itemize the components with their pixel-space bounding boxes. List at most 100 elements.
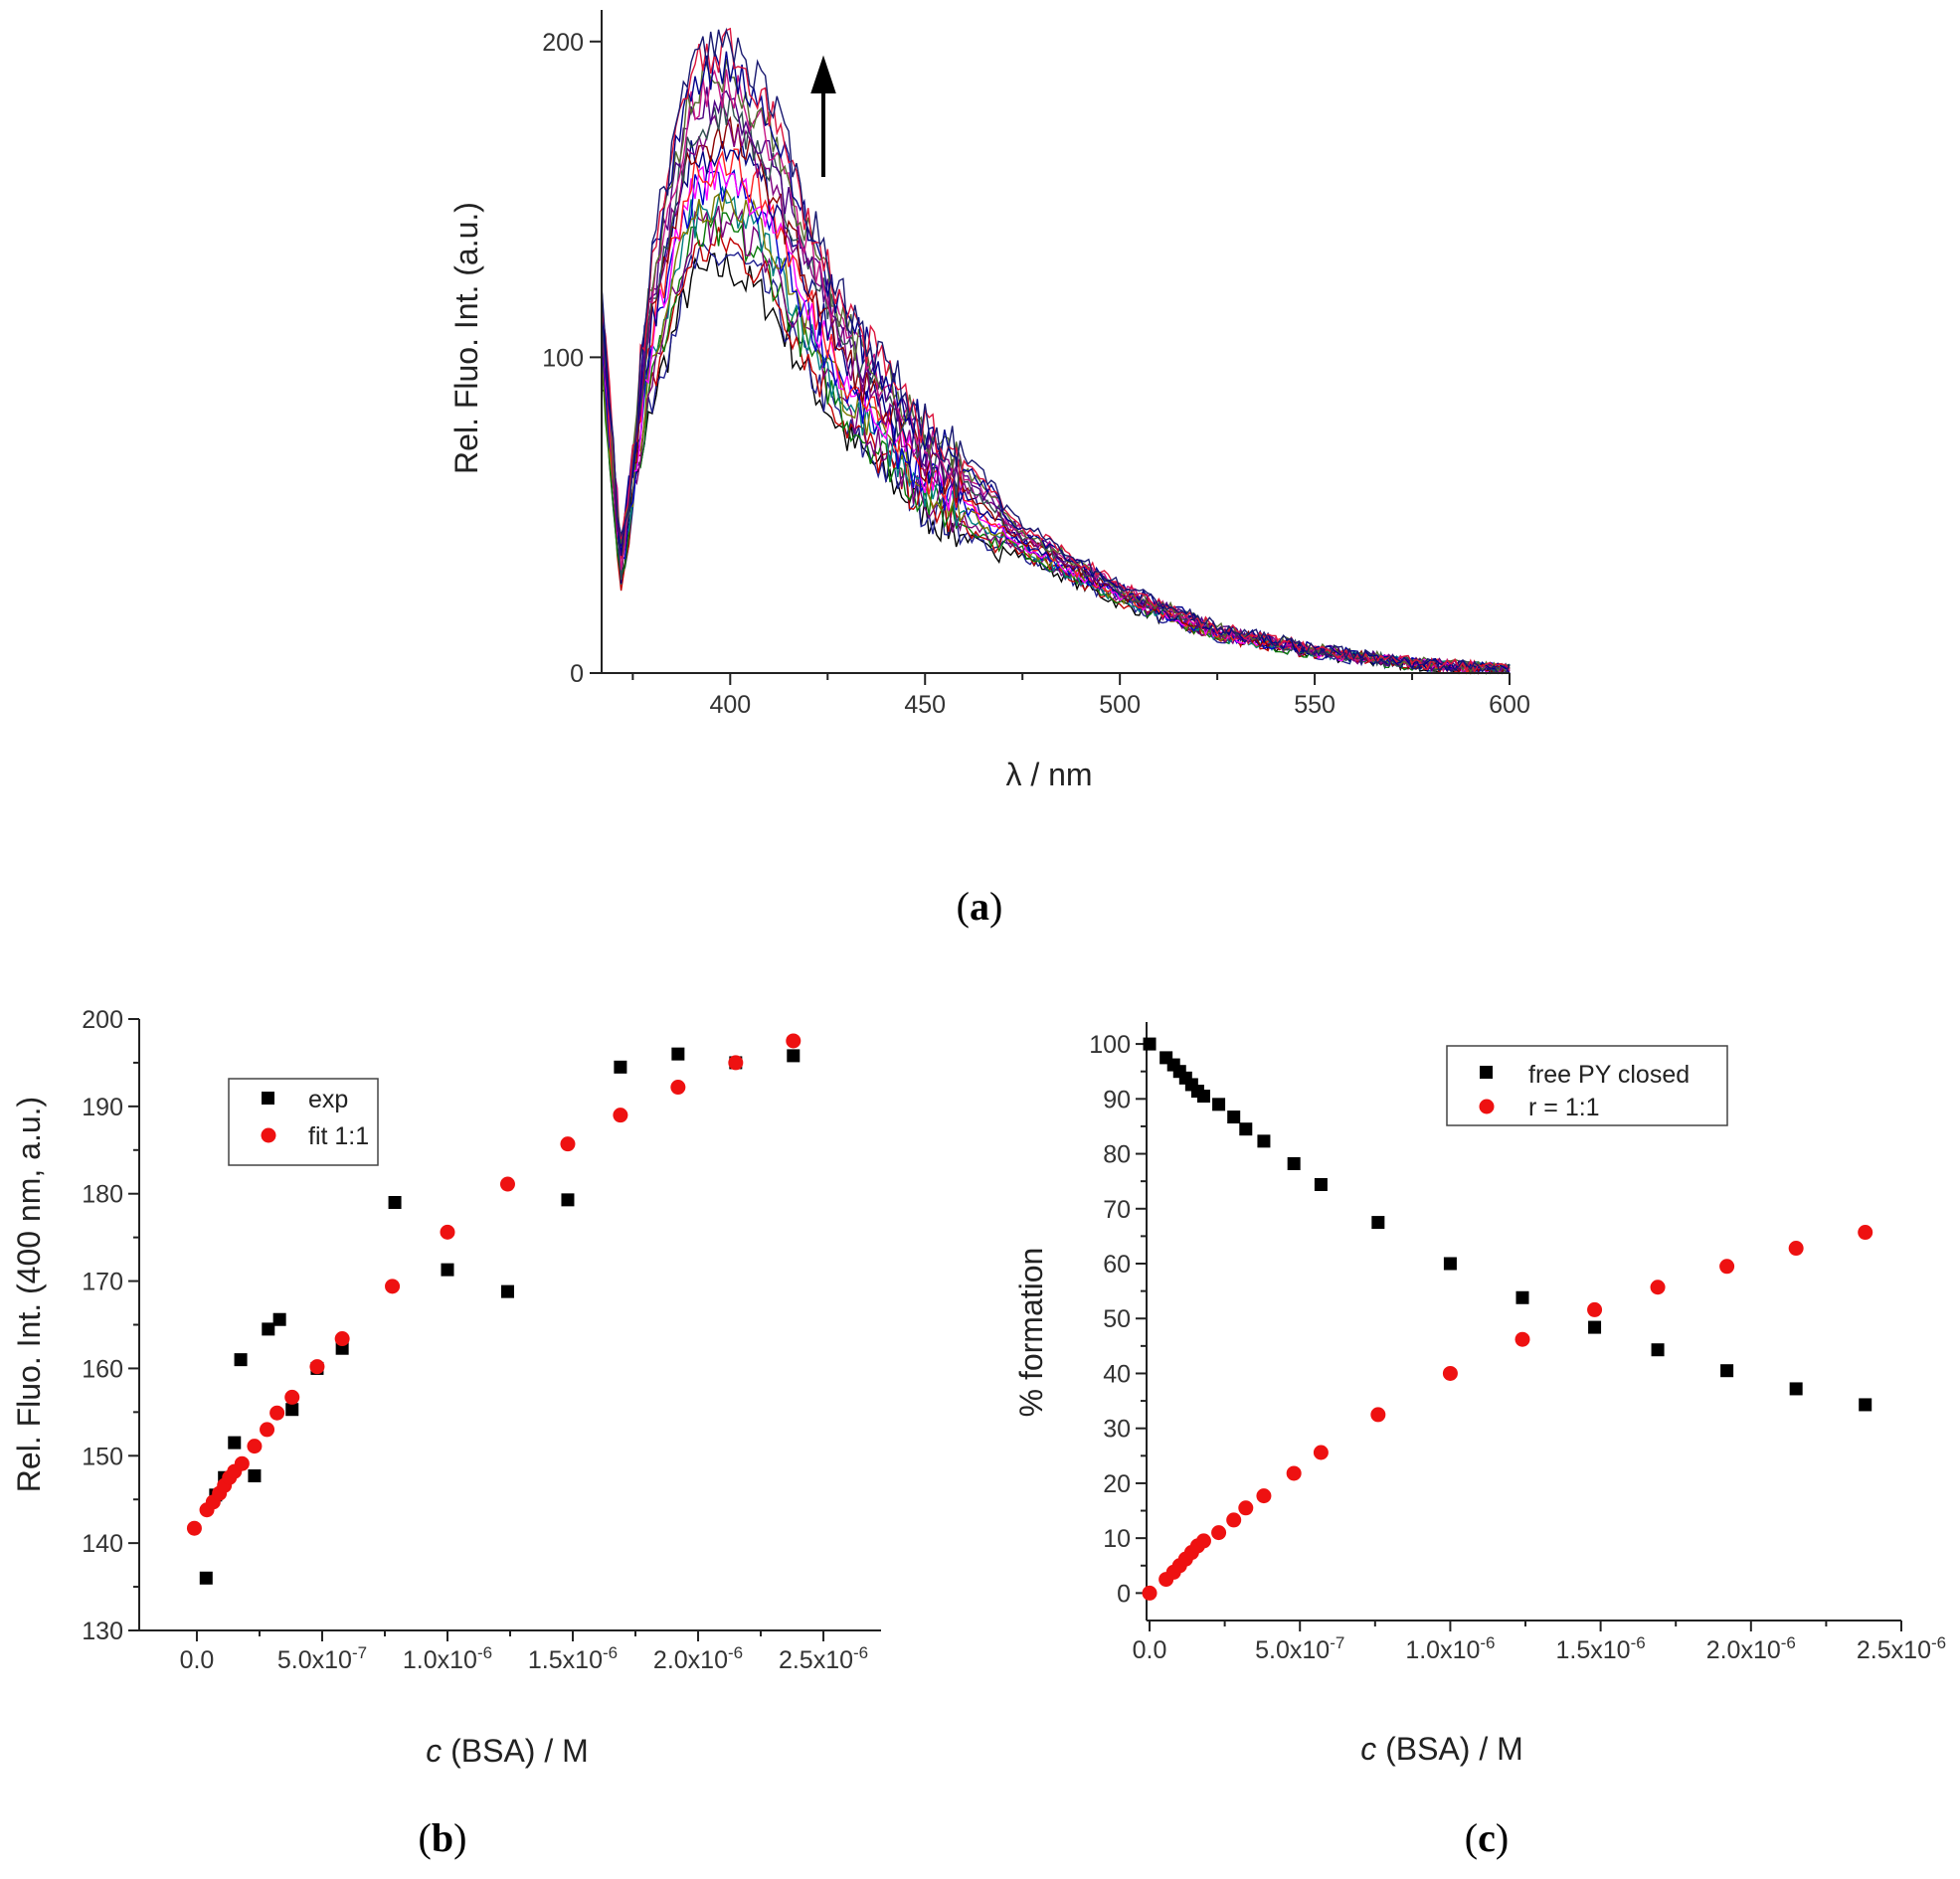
data-point-circle (1587, 1301, 1603, 1317)
data-point-circle (385, 1279, 401, 1294)
data-point-square (1588, 1320, 1602, 1334)
increase-arrow-icon (810, 55, 836, 177)
data-point-circle (670, 1080, 686, 1096)
x-tick-label: 1.0x10-6 (403, 1643, 492, 1674)
panel-a-label: (a) (957, 884, 1003, 929)
spectrum-line (601, 27, 1511, 674)
data-point-circle (260, 1422, 275, 1438)
data-point-circle (1142, 1585, 1158, 1601)
data-point-square (388, 1196, 402, 1209)
data-point-circle (728, 1055, 744, 1071)
y-tick-label: 140 (82, 1530, 123, 1558)
panel-c-label: (c) (1465, 1815, 1509, 1860)
spectrum-line (601, 102, 1511, 674)
data-point-circle (1286, 1465, 1302, 1481)
spectrum-line (601, 86, 1511, 675)
y-tick-label: 90 (1103, 1086, 1131, 1113)
data-point-square (1239, 1122, 1253, 1136)
panel-c-ylabel: % formation (1013, 1248, 1049, 1418)
y-tick-label: 160 (82, 1355, 123, 1383)
x-tick-label: 500 (1099, 691, 1141, 719)
panel-a-ylabel: Rel. Fluo. Int. (a.u.) (448, 202, 484, 474)
x-tick-label: 2.5x10-6 (779, 1643, 868, 1674)
panel-c-xlabel: c (BSA) / M (1360, 1731, 1523, 1767)
data-point-square (272, 1312, 286, 1326)
data-point-circle (1370, 1407, 1386, 1423)
data-point-circle (1788, 1241, 1804, 1257)
spectrum-line (601, 227, 1511, 675)
x-tick-label: 1.0x10-6 (1405, 1633, 1495, 1664)
data-point-square (787, 1049, 801, 1063)
x-tick-label: 0.0 (1133, 1636, 1167, 1664)
y-tick-label: 200 (82, 1006, 123, 1034)
data-point-square (234, 1353, 248, 1367)
data-point-circle (186, 1520, 202, 1536)
data-point-circle (499, 1176, 515, 1192)
panel-b-legend: exp fit 1:1 (228, 1078, 379, 1166)
data-point-square (1314, 1177, 1328, 1191)
y-tick-label: 200 (542, 29, 584, 57)
legend-free-py-marker (1480, 1066, 1493, 1079)
data-point-circle (560, 1136, 576, 1152)
data-point-circle (1719, 1259, 1735, 1275)
spectrum-line (601, 158, 1511, 675)
data-point-square (561, 1193, 575, 1207)
x-tick-label: 2.5x10-6 (1857, 1633, 1946, 1664)
panel-a-chart: 0 100 200 400 450 500 550 600 Rel. Fluo. Int. (… (448, 10, 1530, 929)
data-point-circle (1858, 1225, 1873, 1241)
data-point-square (614, 1060, 627, 1074)
y-tick-label: 100 (1089, 1031, 1131, 1059)
data-point-square (1196, 1090, 1210, 1104)
data-point-square (248, 1468, 262, 1482)
spectrum-line (601, 253, 1511, 674)
data-point-square (199, 1571, 213, 1585)
data-point-circle (1442, 1365, 1458, 1381)
legend-r11-label: r = 1:1 (1528, 1094, 1600, 1121)
spectrum-line (601, 115, 1511, 675)
data-point-square (285, 1403, 299, 1417)
data-point-square (1212, 1098, 1226, 1111)
legend-r11-marker (1479, 1099, 1495, 1114)
y-tick-label: 80 (1103, 1141, 1131, 1169)
spectrum-line (601, 169, 1511, 675)
x-tick-label: 2.0x10-6 (1706, 1633, 1796, 1664)
spectrum-line (601, 93, 1511, 674)
data-point-circle (334, 1331, 350, 1347)
data-point-circle (1256, 1488, 1272, 1504)
data-point-square (262, 1322, 275, 1336)
data-point-square (228, 1436, 242, 1450)
y-tick-label: 170 (82, 1269, 123, 1296)
data-point-square (671, 1047, 685, 1061)
y-tick-label: 190 (82, 1094, 123, 1121)
spectra-lines (601, 27, 1511, 675)
data-point-circle (284, 1389, 300, 1405)
y-tick-label: 180 (82, 1181, 123, 1209)
y-tick-label: 0 (1117, 1580, 1131, 1608)
data-point-circle (234, 1455, 250, 1471)
panel-b-ylabel: Rel. Fluo. Int. (400 nm, a.u.) (11, 1097, 47, 1492)
y-tick-label: 30 (1103, 1416, 1131, 1444)
x-tick-label: 2.0x10-6 (653, 1643, 743, 1674)
data-point-square (1371, 1216, 1385, 1230)
y-tick-label: 40 (1103, 1360, 1131, 1388)
data-point-square (1287, 1156, 1301, 1170)
spectrum-line (601, 27, 1511, 674)
panel-a-xlabel: λ / nm (1005, 757, 1092, 792)
y-tick-label: 0 (570, 660, 584, 688)
legend-exp-label: exp (308, 1086, 348, 1113)
x-tick-label: 550 (1294, 691, 1336, 719)
spectrum-line (601, 185, 1511, 675)
data-point-square (1143, 1037, 1157, 1051)
data-point-square (1257, 1134, 1271, 1148)
data-point-square (1720, 1364, 1734, 1378)
data-point-circle (247, 1439, 263, 1454)
legend-free-py-label: free PY closed (1528, 1061, 1690, 1089)
spectrum-line (601, 242, 1511, 675)
data-point-circle (1195, 1533, 1211, 1549)
y-tick-label: 60 (1103, 1251, 1131, 1279)
data-point-square (1859, 1398, 1872, 1412)
panel-c-legend: free PY closed r = 1:1 (1446, 1045, 1728, 1126)
x-tick-label: 0.0 (180, 1646, 215, 1674)
y-tick-label: 100 (542, 344, 584, 372)
